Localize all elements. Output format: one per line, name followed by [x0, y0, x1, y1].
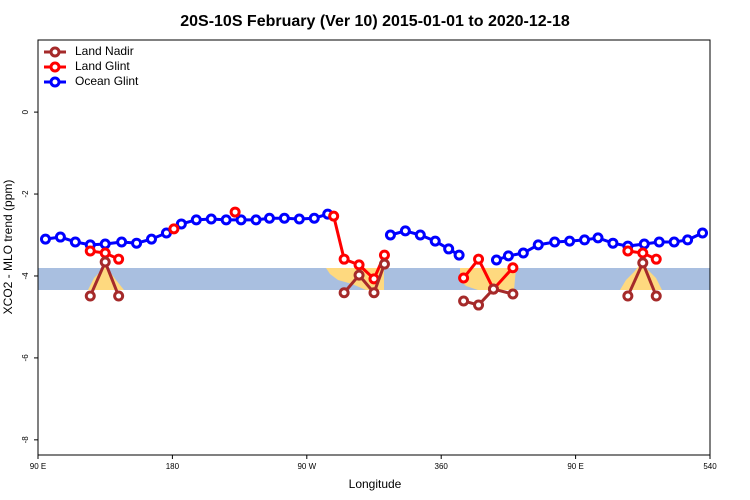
point — [399, 225, 411, 237]
point — [414, 229, 426, 241]
point — [668, 236, 680, 248]
point — [637, 257, 649, 269]
y-tick-label: -8 — [21, 436, 30, 444]
series-line — [462, 256, 514, 292]
point — [532, 239, 544, 251]
point — [116, 236, 128, 248]
point — [490, 254, 502, 266]
point — [378, 258, 390, 270]
point — [145, 233, 157, 245]
point — [69, 236, 81, 248]
point — [175, 218, 187, 230]
point — [113, 290, 125, 302]
point — [637, 247, 649, 259]
y-axis-label: XCO2 - MLO trend (ppm) — [1, 180, 15, 315]
point — [168, 223, 180, 235]
point — [682, 234, 694, 246]
point — [429, 235, 441, 247]
point — [473, 253, 485, 265]
point — [638, 238, 650, 250]
x-axis-label: Longitude — [349, 477, 402, 491]
point — [99, 247, 111, 259]
point — [458, 272, 470, 284]
point — [517, 247, 529, 259]
point — [697, 227, 709, 239]
x-tick-label: 90 E — [567, 462, 583, 471]
point — [278, 212, 290, 224]
point — [473, 299, 485, 311]
point — [84, 245, 96, 257]
point — [99, 256, 111, 268]
point — [263, 212, 275, 224]
x-tick-label: 360 — [435, 462, 449, 471]
point — [131, 237, 143, 249]
point — [622, 290, 634, 302]
point — [549, 236, 561, 248]
point — [507, 262, 519, 274]
point — [650, 290, 662, 302]
point — [353, 269, 365, 281]
point — [84, 290, 96, 302]
series-line — [342, 263, 386, 296]
x-tick-label: 180 — [166, 462, 180, 471]
point — [650, 253, 662, 265]
point — [443, 243, 455, 255]
plot-frame — [37, 39, 711, 456]
point — [378, 249, 390, 261]
point — [368, 287, 380, 299]
point — [507, 288, 519, 300]
legend-marker — [49, 46, 61, 58]
chart-title: 20S-10S February (Ver 10) 2015-01-01 to … — [180, 13, 570, 30]
point — [353, 259, 365, 271]
legend-marker — [49, 61, 61, 73]
point — [453, 249, 465, 261]
y-tick-label: -4 — [21, 272, 30, 280]
point — [308, 212, 320, 224]
point — [607, 237, 619, 249]
point — [328, 210, 340, 222]
point — [293, 213, 305, 225]
x-tick-label: 90 E — [30, 462, 46, 471]
point — [205, 213, 217, 225]
point — [99, 238, 111, 250]
point — [338, 287, 350, 299]
point — [653, 236, 665, 248]
point — [338, 253, 350, 265]
legend-label: Land Glint — [75, 59, 130, 73]
y-tick-label: -2 — [21, 190, 30, 198]
point — [250, 214, 262, 226]
y-tick-label: 0 — [21, 109, 30, 114]
point — [54, 231, 66, 243]
point — [384, 229, 396, 241]
series-line — [463, 287, 514, 307]
point — [579, 234, 591, 246]
point — [502, 250, 514, 262]
point — [113, 253, 125, 265]
point — [622, 245, 634, 257]
legend-label: Land Nadir — [75, 44, 134, 58]
point — [39, 233, 51, 245]
legend-marker — [49, 76, 61, 88]
point — [487, 283, 499, 295]
point — [235, 214, 247, 226]
x-tick-label: 540 — [703, 462, 717, 471]
point — [458, 295, 470, 307]
point — [190, 214, 202, 226]
point — [229, 206, 241, 218]
legend-label: Ocean Glint — [75, 74, 139, 88]
point — [592, 232, 604, 244]
point — [220, 214, 232, 226]
y-tick-label: -6 — [21, 354, 30, 362]
x-tick-label: 90 W — [297, 462, 316, 471]
point — [564, 235, 576, 247]
